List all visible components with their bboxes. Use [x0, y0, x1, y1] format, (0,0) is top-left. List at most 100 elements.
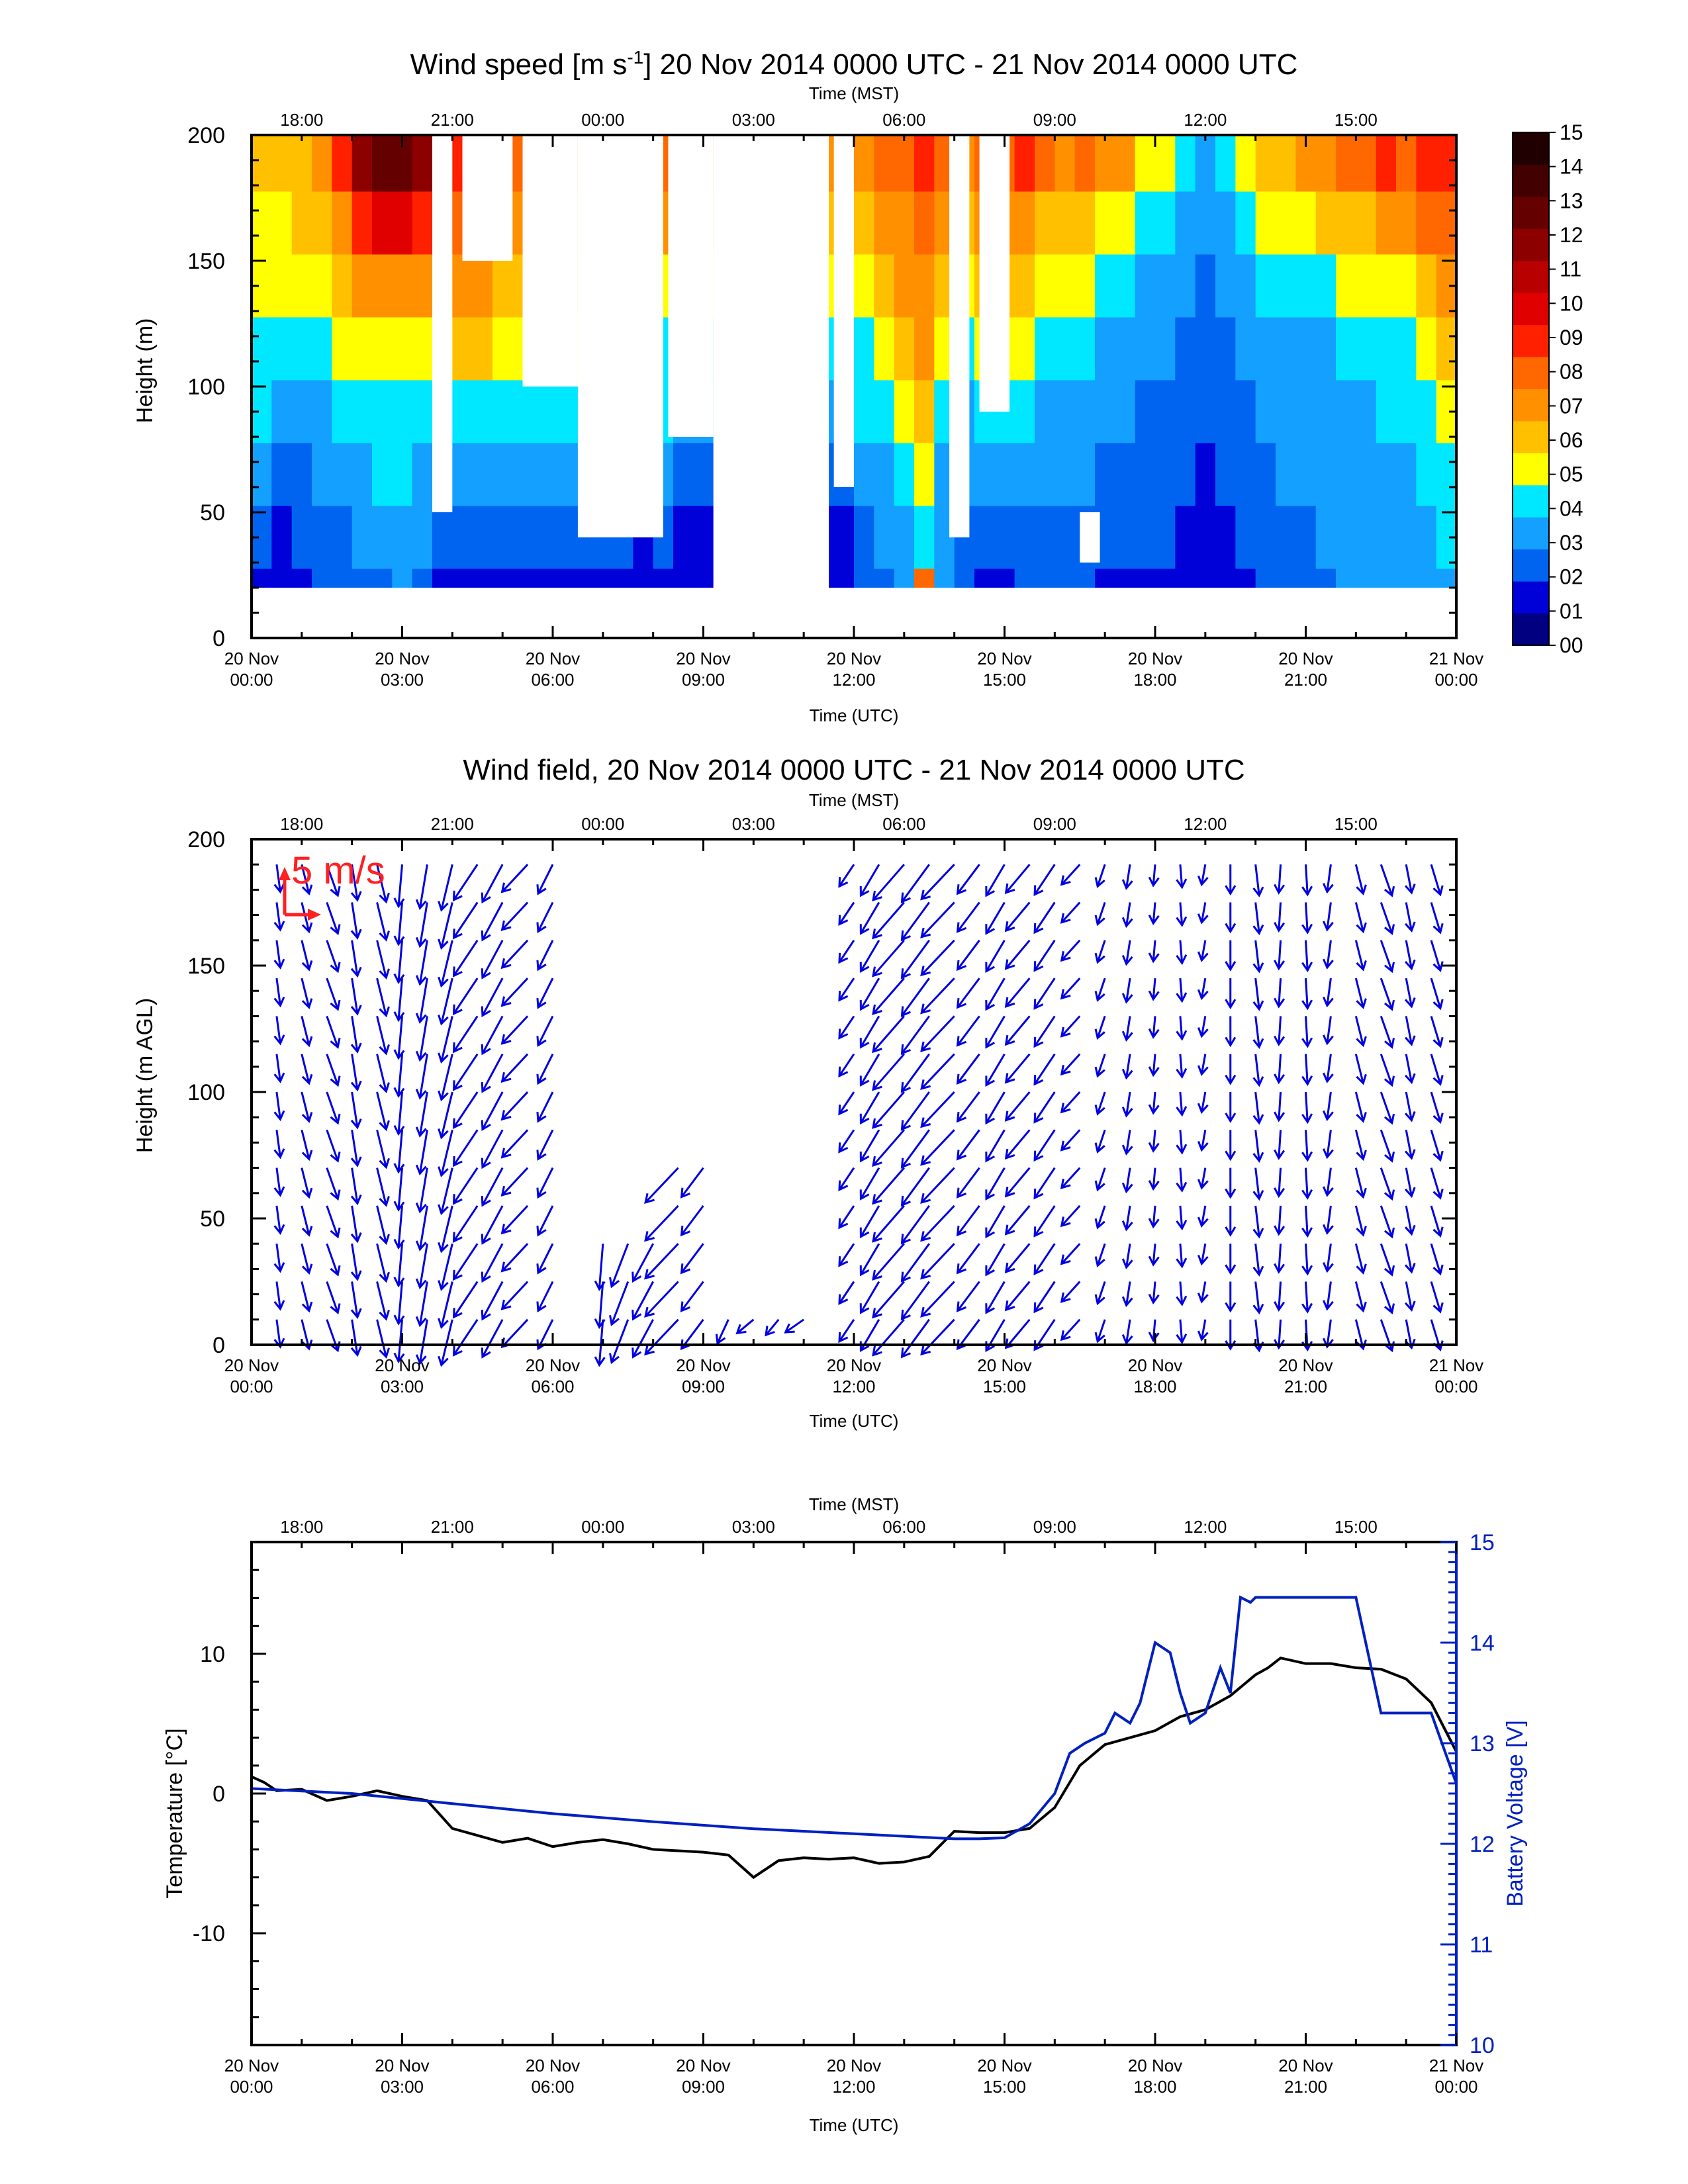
- heatmap-cell: [291, 191, 312, 255]
- heatmap-cell: [1396, 380, 1417, 443]
- wind-vector-head: [1432, 1302, 1444, 1314]
- wind-vector-head: [379, 1006, 390, 1018]
- heatmap-cell: [1135, 506, 1156, 569]
- wind-vector: [1200, 1319, 1207, 1340]
- wind-vector-head: [1356, 1112, 1367, 1123]
- mst-tick-label: 06:00: [882, 110, 925, 130]
- heatmap-cell: [854, 569, 874, 588]
- wind-vector-head: [765, 1326, 775, 1337]
- wind-vector-head: [1301, 962, 1313, 973]
- wind-vector: [351, 1281, 359, 1318]
- heatmap-cell: [372, 135, 393, 192]
- wind-vector-head: [1197, 989, 1209, 1001]
- wind-vector: [1278, 1130, 1282, 1159]
- wind-vector: [957, 864, 980, 895]
- wind-vector: [1405, 1243, 1413, 1273]
- wind-vector: [1005, 978, 1031, 1007]
- utc-tick-label: 06:00: [531, 670, 574, 690]
- wind-vector: [901, 901, 930, 940]
- wind-vector-head: [900, 1195, 911, 1207]
- heatmap-cell: [1055, 506, 1076, 569]
- wind-vector-head: [1148, 1066, 1160, 1077]
- mst-tick-label: 03:00: [732, 814, 775, 834]
- wind-vector: [1096, 1167, 1106, 1191]
- wind-vector: [901, 1167, 930, 1206]
- wind-vector: [1405, 1091, 1413, 1120]
- wind-vector-head: [1176, 1181, 1188, 1193]
- wind-vector-head: [1301, 1265, 1313, 1276]
- colorbar-swatch: [1513, 484, 1549, 518]
- mst-tick-label: 09:00: [1033, 110, 1076, 130]
- heatmap-cell: [1155, 135, 1176, 192]
- wind-vector-head: [1121, 1258, 1133, 1269]
- heatmap-cell: [1396, 317, 1417, 381]
- wind-vector: [610, 1281, 630, 1325]
- wind-vector: [440, 1205, 453, 1252]
- wind-vector-head: [1033, 1226, 1044, 1238]
- wind-vector-head: [872, 1042, 882, 1054]
- heatmap-cell: [1155, 443, 1176, 506]
- wind-vector-head: [900, 1158, 911, 1169]
- wind-vector: [1200, 1130, 1207, 1150]
- wind-vector-head: [1033, 923, 1044, 934]
- wind-vector: [901, 1053, 930, 1092]
- wind-vector-head: [1148, 876, 1160, 887]
- heatmap-cell: [352, 506, 373, 569]
- wind-vector-head: [350, 1080, 362, 1092]
- wind-vector: [376, 978, 387, 1016]
- wind-vector-head: [1225, 1113, 1237, 1123]
- wind-vector-head: [1033, 1036, 1044, 1048]
- heatmap-cell: [1055, 443, 1076, 506]
- wind-vector: [351, 1319, 359, 1355]
- heatmap-cell: [1255, 506, 1276, 569]
- wind-vector-head: [859, 1038, 870, 1049]
- wind-vector-head: [1356, 1301, 1367, 1313]
- wind-vector-head: [452, 1194, 463, 1205]
- wind-vector: [397, 940, 403, 983]
- wind-vector-head: [1176, 1068, 1188, 1079]
- heatmap-cell: [1276, 380, 1296, 443]
- utc-tick-label: 20 Nov: [977, 2056, 1031, 2075]
- heatmap-cell: [1376, 135, 1397, 192]
- wind-vector: [440, 1319, 453, 1365]
- wind-vector: [901, 1015, 930, 1054]
- wind-vector-head: [1432, 1189, 1444, 1200]
- wind-vector-head: [481, 892, 491, 904]
- wind-vector-head: [1252, 1076, 1264, 1087]
- wind-vector-head: [1176, 992, 1188, 1003]
- heatmap-cell: [1276, 191, 1296, 255]
- heatmap-cell: [914, 254, 935, 318]
- wind-vector: [326, 1091, 339, 1124]
- mst-tick-label: 15:00: [1335, 1517, 1378, 1537]
- wind-vector: [376, 1054, 387, 1092]
- wind-vector-head: [1252, 1038, 1264, 1050]
- heatmap-cell: [1336, 443, 1356, 506]
- heatmap-cell: [372, 317, 393, 381]
- heatmap-cell: [252, 569, 272, 588]
- utc-tick-label: 00:00: [230, 670, 273, 690]
- wind-vector-head: [1404, 1338, 1416, 1350]
- wind-vector: [1380, 864, 1393, 896]
- heatmap-cell: [1135, 135, 1156, 192]
- wind-vector-head: [900, 1006, 911, 1017]
- wind-vector: [1060, 1053, 1081, 1075]
- wind-vector: [1060, 978, 1081, 999]
- wind-vector-head: [1274, 1225, 1286, 1236]
- wind-vector-head: [1225, 1302, 1237, 1313]
- colorbar-label: 05: [1560, 463, 1583, 486]
- wind-vector-head: [500, 1185, 512, 1197]
- wind-vector-head: [330, 1152, 341, 1163]
- wind-vector-head: [393, 1163, 405, 1174]
- heatmap-cell: [1215, 191, 1236, 255]
- heatmap-cell: [452, 380, 473, 443]
- wind-vector: [1200, 1167, 1207, 1189]
- wind-vector-head: [1176, 878, 1188, 889]
- wind-vector-head: [872, 1004, 882, 1015]
- heatmap-cell: [1135, 380, 1156, 443]
- wind-vector-head: [1060, 875, 1071, 886]
- wind-vector: [1430, 1205, 1442, 1236]
- wind-vector: [275, 902, 281, 930]
- heatmap-cell: [312, 317, 332, 381]
- wind-vector-head: [330, 962, 341, 974]
- heatmap-cell: [1074, 191, 1096, 255]
